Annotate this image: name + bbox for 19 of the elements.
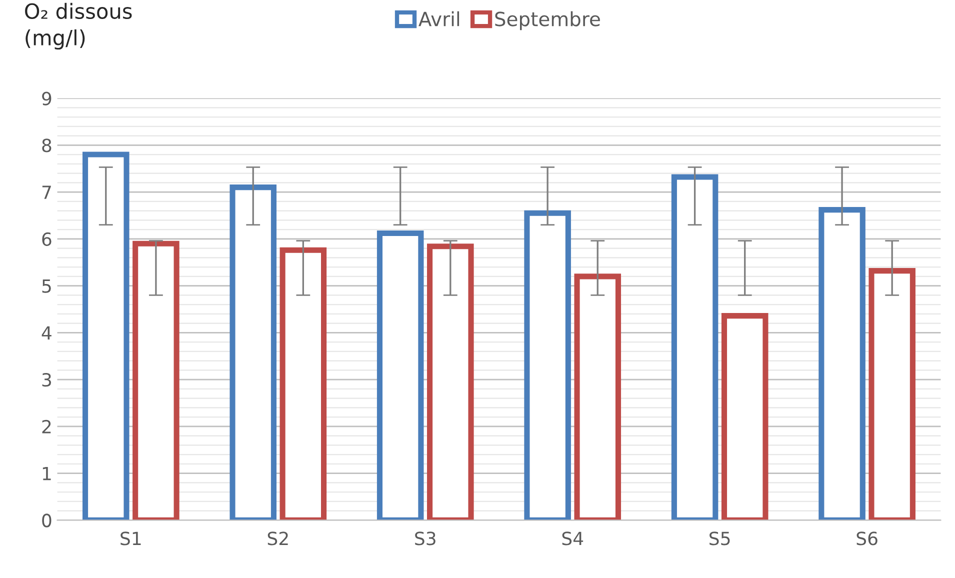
y-tick-label: 6 [42,232,52,246]
y-tick-label: 0 [42,514,52,528]
y-tick-label: 9 [42,92,52,106]
x-tick-label: S4 [562,532,584,546]
y-tick-label: 3 [42,373,51,387]
x-tick-label: S3 [415,532,436,546]
legend-label: Avril [418,11,460,26]
y-tick-label: 7 [42,186,51,199]
y-tick-label: 4 [42,326,52,340]
x-tick-label: S6 [856,532,878,546]
y-tick-label: 2 [42,420,51,434]
legend-label: Septembre [495,11,600,30]
y-axis-title: O₂ dissous (mg/l) [25,2,132,50]
x-tick-label: S1 [120,532,141,546]
x-tick-label: S2 [268,532,288,546]
x-tick-label: S5 [710,532,730,546]
y-tick-label: 5 [42,279,51,293]
y-tick-label: 8 [42,138,52,152]
y-tick-label: 1 [42,467,51,480]
